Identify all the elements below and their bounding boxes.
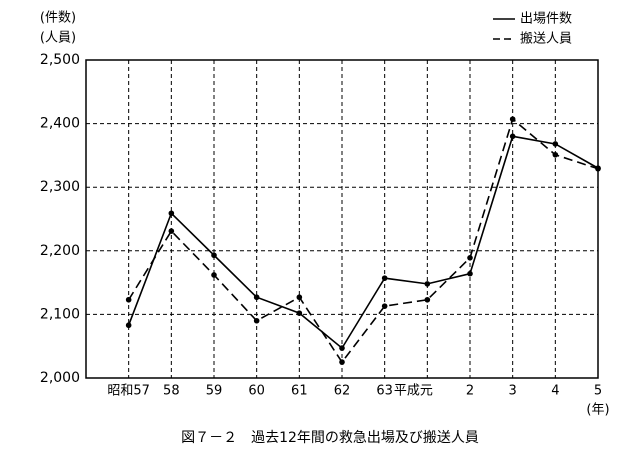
point <box>595 165 601 172</box>
y-tick-label: 2,200 <box>40 243 80 259</box>
legend-label: 出場件数 <box>520 12 572 27</box>
point <box>296 310 303 316</box>
point <box>424 281 431 287</box>
point <box>381 275 388 281</box>
y-label: (人員) <box>40 31 76 46</box>
x-tick-label: 3 <box>509 384 517 399</box>
x-tick-label: 2 <box>466 384 474 399</box>
x-tick-label: 5 <box>594 384 602 399</box>
point <box>467 254 473 261</box>
x-tick-label: 4 <box>551 384 559 399</box>
x-unit: (年) <box>586 403 609 418</box>
y-tick-label: 2,400 <box>40 116 80 132</box>
point <box>509 116 516 122</box>
x-tick-label: 61 <box>291 384 308 399</box>
x-tick-label: 平成元 <box>394 384 433 399</box>
point <box>125 322 132 329</box>
legend-label: 搬送人員 <box>520 32 572 47</box>
y-tick-label: 2,000 <box>40 370 80 386</box>
point <box>253 317 260 324</box>
series-line <box>127 117 599 364</box>
point <box>211 252 217 259</box>
point <box>168 228 175 234</box>
point <box>509 133 516 140</box>
y-tick-label: 2,300 <box>40 179 80 195</box>
y-tick-label: 2,100 <box>40 306 80 322</box>
plot-frame <box>85 59 599 379</box>
point <box>339 359 345 365</box>
point <box>552 141 559 147</box>
x-tick-label: 62 <box>334 384 351 399</box>
series-line <box>127 135 599 350</box>
chart-title: 図７－２ 過去12年間の救急出場及び搬送人員 <box>181 430 479 446</box>
x-tick-label: 昭和57 <box>107 384 150 399</box>
point <box>467 270 473 277</box>
x-tick-label: 59 <box>206 384 223 399</box>
point <box>339 345 345 351</box>
y-label: (件数) <box>40 11 76 26</box>
x-tick-label: 63 <box>376 384 393 399</box>
point <box>125 296 132 303</box>
x-tick-label: 58 <box>163 384 180 399</box>
point <box>424 296 431 303</box>
point <box>381 303 388 309</box>
x-tick-label: 60 <box>248 384 265 399</box>
point <box>296 294 303 301</box>
point <box>552 151 559 158</box>
point <box>211 272 217 278</box>
y-tick-label: 2,500 <box>40 52 80 68</box>
point <box>253 294 260 301</box>
point <box>168 210 175 217</box>
